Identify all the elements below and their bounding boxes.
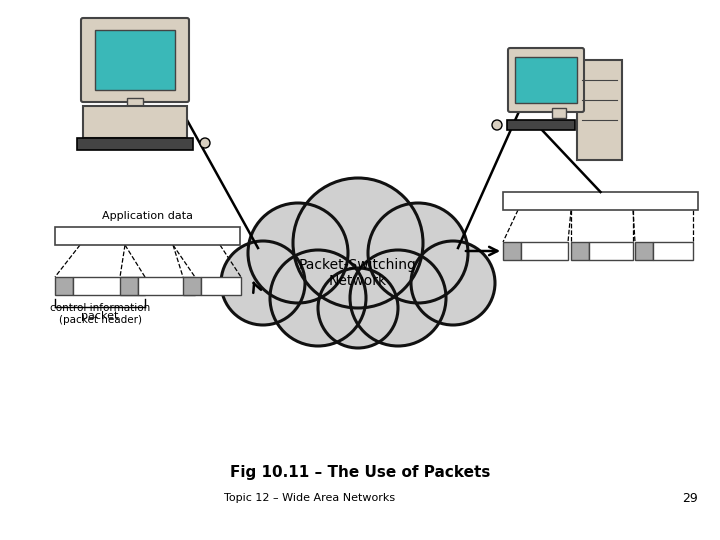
Circle shape (368, 203, 468, 303)
Circle shape (270, 250, 366, 346)
Text: control information
(packet header): control information (packet header) (50, 303, 150, 325)
Bar (55, 277, 73, 295)
Bar (503, 192, 698, 210)
Bar (653, 242, 693, 260)
Text: packet: packet (81, 311, 119, 321)
Text: Fig 10.11 – The Use of Packets: Fig 10.11 – The Use of Packets (230, 464, 490, 480)
Bar (521, 242, 568, 260)
Circle shape (492, 120, 502, 130)
Circle shape (248, 203, 348, 303)
Circle shape (350, 250, 446, 346)
Text: Topic 12 – Wide Area Networks: Topic 12 – Wide Area Networks (225, 493, 395, 503)
Bar (552, 108, 566, 118)
Bar (571, 242, 589, 260)
Bar (201, 277, 241, 295)
Bar (503, 242, 521, 260)
Bar (77, 138, 193, 150)
Circle shape (318, 268, 398, 348)
Bar (95, 30, 175, 90)
Circle shape (293, 178, 423, 308)
Bar (577, 60, 622, 160)
Text: 29: 29 (683, 491, 698, 504)
Bar (127, 98, 143, 108)
FancyBboxPatch shape (81, 18, 189, 102)
Circle shape (411, 241, 495, 325)
Text: Application data: Application data (102, 211, 193, 221)
Bar (138, 277, 195, 295)
Text: Packet-Switching
Network: Packet-Switching Network (299, 258, 417, 288)
Bar (73, 277, 145, 295)
Bar (515, 57, 577, 103)
Bar (589, 242, 633, 260)
Bar (83, 106, 187, 138)
FancyBboxPatch shape (508, 48, 584, 112)
Circle shape (221, 241, 305, 325)
Circle shape (200, 138, 210, 148)
Bar (55, 227, 240, 245)
Bar (120, 277, 138, 295)
Bar (183, 277, 201, 295)
Bar (635, 242, 653, 260)
Bar (507, 120, 575, 130)
